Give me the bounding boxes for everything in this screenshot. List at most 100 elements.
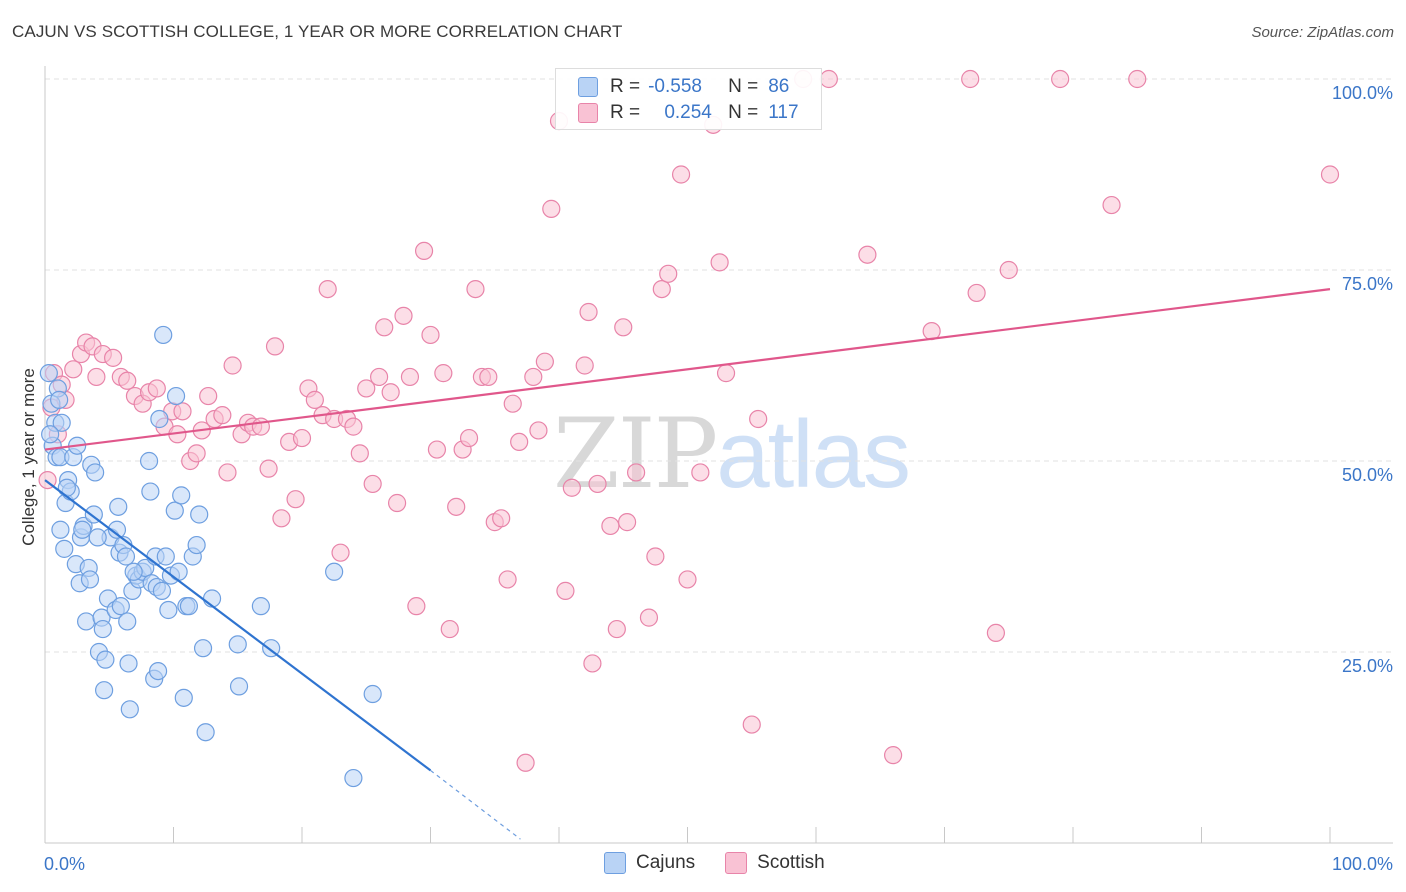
cajuns-point	[202, 589, 222, 608]
scottish-point	[331, 543, 350, 562]
scottish-point	[272, 509, 291, 528]
scottish-point	[421, 325, 440, 345]
scottish-point	[286, 490, 305, 509]
cajuns-point	[172, 486, 191, 505]
cajuns-point	[169, 562, 188, 581]
y-tick-label: 50.0%	[1342, 465, 1393, 485]
cajuns-point	[363, 684, 382, 704]
cajuns-point	[156, 547, 175, 566]
cajuns-point	[152, 581, 172, 600]
y-tick-label: 25.0%	[1342, 656, 1393, 676]
cajuns-point	[148, 661, 168, 681]
y-tick-label: 75.0%	[1342, 274, 1393, 294]
scottish-point	[251, 417, 270, 436]
cajuns-point	[196, 723, 215, 742]
scottish-point	[357, 379, 376, 398]
scottish-point	[363, 474, 382, 494]
scottish-point	[466, 280, 485, 299]
scottish-point	[535, 352, 554, 371]
n-label: N =	[728, 102, 759, 123]
axes	[44, 66, 1393, 844]
cajuns-point	[51, 520, 70, 539]
cajuns-trend-extension	[430, 769, 521, 840]
scottish-point	[479, 367, 498, 387]
scottish-point	[601, 516, 620, 536]
scottish-point	[147, 379, 166, 398]
correlation-legend: R = -0.558 N = 86 R = 0.254 N = 117	[555, 68, 822, 130]
scottish-point	[459, 428, 479, 448]
scottish-point	[400, 367, 420, 387]
cajuns-point	[57, 478, 76, 497]
x-tick-label-max: 100.0%	[1332, 854, 1393, 874]
cajuns-point	[139, 451, 159, 471]
scottish-point	[199, 386, 218, 406]
scottish-point	[1320, 165, 1340, 184]
cajuns-r-value: -0.558	[648, 76, 702, 97]
r-label: R =	[610, 76, 641, 97]
cajuns-point	[154, 325, 173, 345]
watermark: ZIPatlas	[553, 398, 911, 510]
scottish-point	[639, 608, 659, 627]
scottish-point	[883, 746, 903, 765]
scottish-trend-line	[44, 288, 1331, 451]
scottish-legend-swatch	[725, 852, 748, 874]
scottish-point	[213, 406, 232, 425]
scottish-point	[659, 264, 678, 283]
cajuns-point	[41, 425, 60, 444]
scottish-point	[292, 428, 312, 448]
scottish-point	[607, 619, 626, 639]
scottish-point	[652, 280, 671, 299]
scottish-point	[223, 356, 242, 375]
scottish-point	[986, 623, 1006, 643]
scottish-point	[187, 444, 206, 463]
cajuns-point	[109, 497, 128, 516]
legend-row-scottish: R = 0.254 N = 117	[578, 101, 799, 125]
scottish-point	[967, 283, 986, 303]
scottish-point	[588, 474, 607, 494]
scottish-point	[492, 509, 511, 528]
watermark-zip: ZIP	[553, 398, 718, 510]
chart-title: CAJUN VS SCOTTISH COLLEGE, 1 YEAR OR MOR…	[12, 22, 623, 41]
scottish-point	[118, 371, 137, 390]
legend-item-cajuns[interactable]: Cajuns	[604, 852, 695, 874]
scottish-point	[510, 432, 529, 451]
scottish-point	[259, 459, 278, 478]
cajuns-swatch	[578, 77, 598, 97]
tick-labels: 25.0% 50.0% 75.0% 100.0% 0.0% 100.0%	[44, 83, 1393, 874]
scottish-n-value: 117	[768, 102, 799, 123]
scottish-r-value: 0.254	[664, 102, 712, 123]
cajuns-point	[86, 463, 105, 482]
scottish-point	[64, 360, 83, 379]
scottish-legend-label: Scottish	[757, 852, 825, 873]
scottish-point	[542, 199, 561, 218]
scottish-point	[318, 280, 337, 299]
cajuns-trend-line	[44, 479, 432, 772]
scottish-point	[381, 383, 400, 402]
cajuns-point	[73, 520, 92, 539]
scottish-point	[1102, 195, 1121, 215]
series-legend: Cajuns Scottish	[604, 852, 855, 874]
legend-item-scottish[interactable]: Scottish	[725, 852, 825, 874]
scottish-points	[38, 69, 1340, 772]
x-tick-label-min: 0.0%	[44, 854, 85, 874]
scottish-point	[562, 478, 581, 497]
scottish-point	[710, 253, 729, 272]
n-label: N =	[728, 76, 759, 97]
cajuns-point	[111, 597, 130, 616]
cajuns-point	[174, 688, 193, 707]
scottish-point	[516, 753, 535, 772]
legend-row-cajuns: R = -0.558 N = 86	[578, 75, 789, 99]
cajuns-point	[107, 520, 127, 539]
scottish-point	[394, 306, 413, 325]
cajuns-point	[39, 364, 58, 383]
scottish-point	[344, 417, 363, 436]
scottish-point	[434, 364, 453, 383]
cajuns-point	[116, 547, 136, 566]
scottish-point	[614, 318, 633, 337]
cajuns-point	[159, 600, 178, 620]
scottish-point	[742, 715, 761, 734]
scottish-point	[503, 394, 522, 413]
scottish-point	[87, 367, 106, 387]
scottish-point	[626, 463, 646, 482]
